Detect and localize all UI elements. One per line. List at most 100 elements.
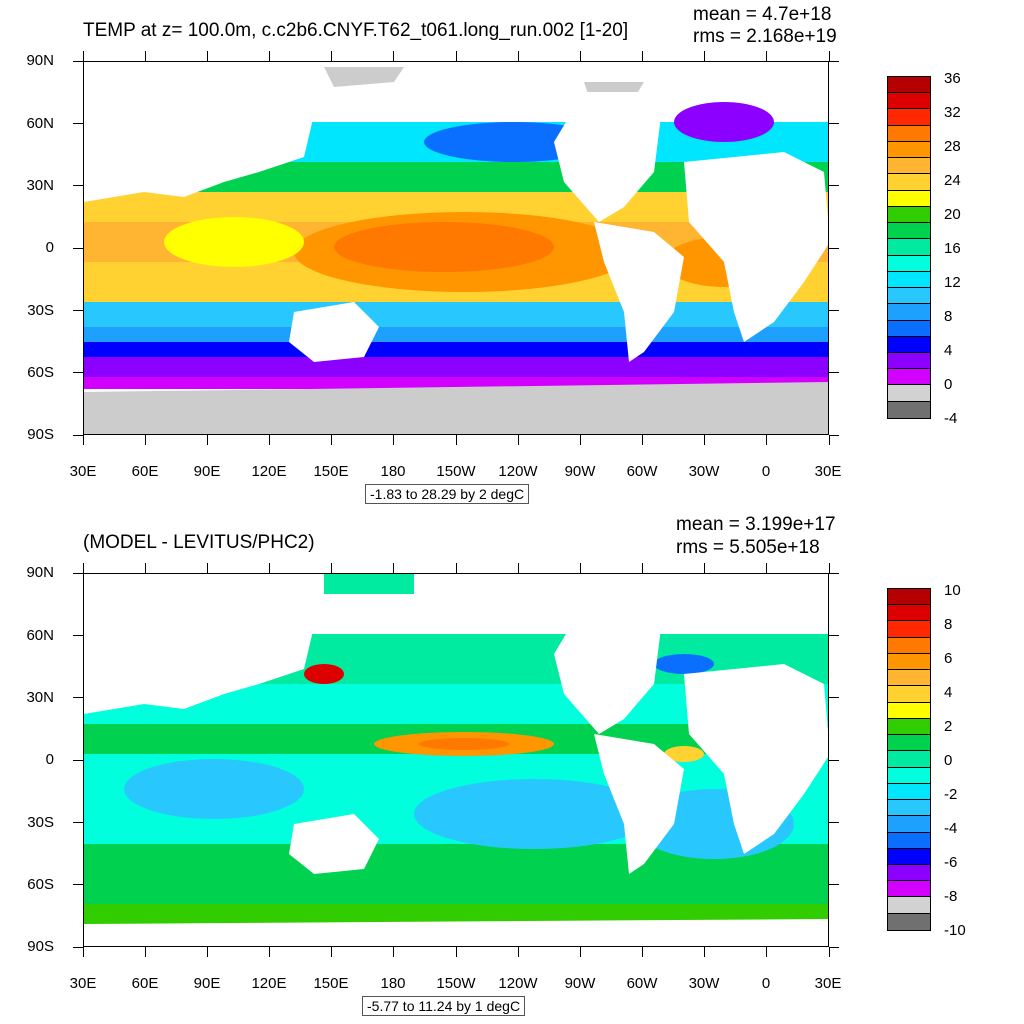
- colorbar-cell: [888, 206, 930, 224]
- axis-tick: [766, 435, 768, 445]
- axis-tick: [455, 947, 457, 957]
- axis-tick: [642, 947, 643, 957]
- axis-tick: [579, 563, 581, 573]
- lat-label: 90N: [26, 52, 54, 69]
- lon-label: 90E: [193, 975, 221, 992]
- colorbar-label: 10: [944, 582, 961, 599]
- colorbar: [887, 588, 931, 931]
- lon-label: 150W: [436, 463, 476, 480]
- axis-tick: [829, 821, 839, 823]
- axis-tick: [73, 697, 83, 699]
- colorbar-cell: [888, 767, 930, 784]
- axis-tick: [73, 572, 83, 574]
- axis-tick: [73, 884, 83, 886]
- lon-label: 30W: [688, 463, 720, 480]
- lon-label: 90E: [193, 463, 221, 480]
- colorbar-cell: [888, 141, 930, 159]
- colorbar-cell: [888, 783, 930, 801]
- colorbar-cell: [888, 670, 930, 687]
- colorbar-cell: [888, 401, 930, 418]
- contour-range-label: -5.77 to 11.24 by 1 degC: [362, 996, 526, 1016]
- axis-tick: [828, 51, 830, 61]
- colorbar-cell: [888, 751, 930, 768]
- axis-tick: [829, 60, 839, 62]
- colorbar-label: 6: [944, 650, 953, 667]
- lat-label: 0: [45, 751, 54, 768]
- axis-tick: [455, 563, 457, 573]
- axis-tick: [144, 563, 146, 573]
- axis-tick: [829, 372, 839, 374]
- axis-tick: [206, 51, 208, 61]
- axis-tick: [144, 51, 146, 61]
- axis-tick: [455, 51, 457, 61]
- axis-tick: [642, 563, 643, 573]
- lon-label: 30W: [688, 975, 720, 992]
- axis-tick: [73, 634, 83, 636]
- colorbar-label: -6: [944, 854, 958, 871]
- axis-tick: [828, 435, 830, 445]
- axis-tick: [829, 884, 839, 886]
- axis-tick: [766, 51, 768, 61]
- axis-tick: [144, 435, 146, 445]
- axis-tick: [73, 946, 83, 948]
- colorbar-cell: [888, 881, 930, 898]
- axis-tick: [73, 759, 83, 761]
- colorbar-cell: [888, 190, 930, 207]
- colorbar-label: 28: [944, 138, 961, 155]
- axis-tick: [206, 563, 208, 573]
- axis-tick: [704, 947, 706, 957]
- axis-tick: [579, 435, 581, 445]
- axis-tick: [331, 947, 333, 957]
- map-plot-difference: [83, 573, 829, 947]
- lon-label: 180: [380, 975, 406, 992]
- axis-tick: [393, 435, 395, 445]
- lon-label: 120E: [251, 463, 287, 480]
- axis-tick: [269, 435, 270, 445]
- lon-label: 30E: [814, 975, 842, 992]
- colorbar-cell: [888, 125, 930, 142]
- axis-tick: [393, 563, 395, 573]
- lon-label: 180: [380, 463, 406, 480]
- axis-tick: [73, 309, 83, 311]
- colorbar-cell: [888, 223, 930, 240]
- colorbar-cell: [888, 158, 930, 175]
- axis-tick: [704, 563, 706, 573]
- colorbar-cell: [888, 621, 930, 638]
- axis-tick: [829, 697, 839, 699]
- lon-label: 90W: [564, 463, 596, 480]
- colorbar-label: 4: [944, 342, 953, 359]
- axis-tick: [828, 947, 830, 957]
- colorbar-cell: [888, 718, 930, 736]
- colorbar-cell: [888, 686, 930, 703]
- lon-label: 60E: [131, 463, 159, 480]
- axis-tick: [517, 947, 519, 957]
- colorbar: [887, 76, 931, 419]
- axis-tick: [517, 563, 519, 573]
- colorbar-cell: [888, 832, 930, 849]
- axis-tick: [393, 51, 395, 61]
- colorbar-label: 12: [944, 274, 961, 291]
- axis-tick: [73, 434, 83, 436]
- colorbar-cell: [888, 800, 930, 817]
- lon-label: 150E: [313, 463, 349, 480]
- colorbar-cell: [888, 93, 930, 110]
- panel-difference: (MODEL - LEVITUS/PHC2) mean = 3.199e+17 …: [0, 512, 1024, 1024]
- lon-label: 120E: [251, 975, 287, 992]
- colorbar-cell: [888, 320, 930, 337]
- colorbar-cell: [888, 816, 930, 833]
- lon-label: 120W: [498, 463, 538, 480]
- lon-label: 30E: [69, 463, 97, 480]
- lat-label: 0: [45, 239, 54, 256]
- axis-tick: [269, 51, 270, 61]
- axis-tick: [579, 51, 581, 61]
- colorbar-label: -4: [944, 820, 958, 837]
- axis-tick: [73, 247, 83, 249]
- mean-stat: mean = 3.199e+17: [676, 514, 836, 535]
- lat-label: 30N: [26, 689, 54, 706]
- axis-tick: [704, 51, 706, 61]
- colorbar-label: -10: [944, 922, 966, 939]
- lat-label: 90S: [27, 938, 54, 955]
- contour-range-label: -1.83 to 28.29 by 2 degC: [365, 484, 530, 504]
- axis-tick: [393, 947, 395, 957]
- lon-label: 120W: [498, 975, 538, 992]
